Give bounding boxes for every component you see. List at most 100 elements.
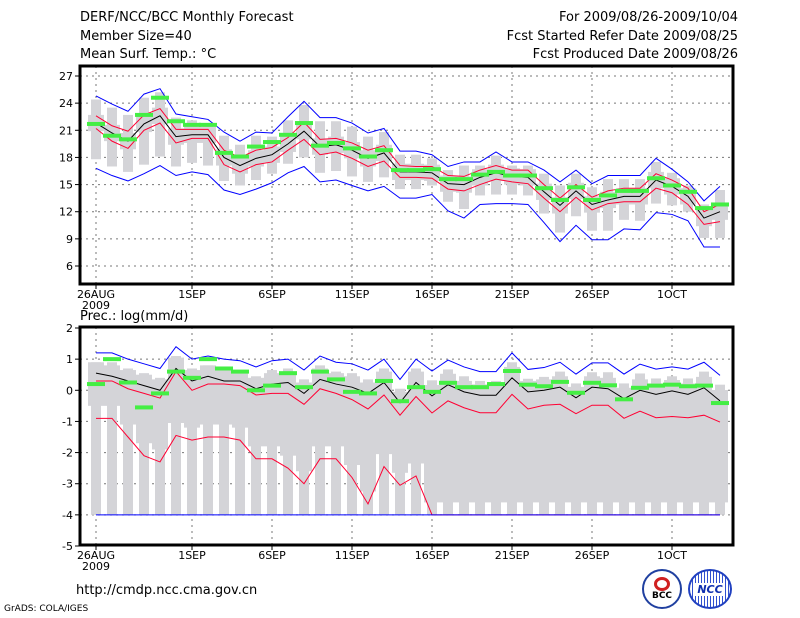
observed-marker bbox=[471, 172, 489, 177]
interquartile-box bbox=[328, 373, 344, 447]
observed-marker bbox=[375, 378, 393, 383]
x-tick-label: 11SEP bbox=[335, 549, 370, 562]
grads-credit: GrADS: COLA/IGES bbox=[4, 604, 89, 614]
fcst-started-date: Fcst Started Refer Date 2009/08/25 bbox=[506, 29, 738, 44]
observed-marker bbox=[711, 401, 729, 406]
member-size: Member Size=40 bbox=[80, 29, 192, 44]
top-variable-label: Mean Surf. Temp.: °C bbox=[80, 47, 217, 62]
series-line-lower bbox=[95, 122, 721, 225]
y-tick-label: -4 bbox=[62, 509, 73, 522]
x-tick-label: 1OCT bbox=[657, 288, 687, 301]
x-tick-label: 1OCT bbox=[657, 549, 687, 562]
spread-bar bbox=[235, 370, 245, 515]
y-tick-label: 2 bbox=[66, 322, 73, 335]
spread-bar bbox=[203, 365, 213, 515]
observed-marker bbox=[199, 122, 217, 127]
panel-precipitation: -5 -4 -3 -2 -1 0 1 2 26AUG 1SEP 6SEP 11SEP 16SEP 21SE… bbox=[62, 322, 735, 573]
ncc-logo-text: NCC bbox=[695, 583, 725, 596]
y-tick-label: 24 bbox=[59, 97, 73, 110]
observed-marker bbox=[263, 383, 281, 388]
observed-marker bbox=[455, 177, 473, 182]
observed-marker bbox=[391, 399, 409, 404]
observed-marker bbox=[231, 154, 249, 159]
x-tick-label: 21SEP bbox=[495, 288, 530, 301]
observed-marker bbox=[631, 188, 649, 193]
x-tick-label: 16SEP bbox=[415, 549, 450, 562]
bcc-logo-text: BCC bbox=[651, 591, 673, 601]
observed-marker bbox=[103, 357, 121, 362]
spread-bar bbox=[187, 368, 197, 515]
observed-marker bbox=[407, 385, 425, 390]
x-year-label: 2009 bbox=[82, 299, 110, 312]
y-tick-label: 1 bbox=[66, 353, 73, 366]
observed-marker bbox=[167, 369, 185, 374]
interquartile-box bbox=[600, 377, 616, 503]
y-tick-label: 0 bbox=[66, 384, 73, 397]
observed-marker bbox=[423, 167, 441, 172]
observed-marker bbox=[695, 206, 713, 211]
y-tick-label: -1 bbox=[62, 415, 73, 428]
x-tick-label: 21SEP bbox=[495, 549, 530, 562]
interquartile-box bbox=[200, 365, 216, 425]
interquartile-box bbox=[360, 382, 376, 492]
spread-bar bbox=[123, 368, 133, 515]
observed-marker bbox=[183, 122, 201, 127]
x-tick-label: 1SEP bbox=[178, 288, 206, 301]
observed-marker bbox=[279, 132, 297, 137]
interquartile-box bbox=[184, 370, 200, 428]
interquartile-box bbox=[712, 389, 728, 503]
spread-bar bbox=[139, 373, 149, 515]
interquartile-box bbox=[584, 376, 600, 503]
observed-marker bbox=[295, 385, 313, 390]
interquartile-box bbox=[568, 386, 584, 503]
series-line-max bbox=[95, 88, 721, 202]
observed-marker bbox=[135, 112, 153, 117]
observed-marker bbox=[583, 197, 601, 202]
observed-marker bbox=[327, 140, 345, 145]
observed-marker bbox=[167, 119, 185, 124]
interquartile-box bbox=[648, 383, 664, 503]
observed-marker bbox=[647, 176, 665, 181]
spread-bar bbox=[91, 362, 101, 515]
interquartile-box bbox=[296, 382, 312, 472]
observed-marker bbox=[215, 150, 233, 155]
observed-marker bbox=[119, 137, 137, 142]
observed-marker bbox=[183, 375, 201, 380]
observed-marker bbox=[439, 177, 457, 182]
interquartile-box bbox=[552, 376, 568, 503]
plot-frame bbox=[78, 325, 735, 547]
interquartile-box bbox=[488, 384, 504, 503]
observed-marker bbox=[535, 384, 553, 389]
observed-marker bbox=[247, 388, 265, 393]
x-tick-label: 16SEP bbox=[415, 288, 450, 301]
interquartile-box bbox=[456, 380, 472, 503]
spread-bar bbox=[155, 92, 165, 157]
observed-marker bbox=[455, 385, 473, 390]
observed-marker bbox=[359, 154, 377, 159]
observed-marker bbox=[599, 193, 617, 198]
observed-marker bbox=[215, 366, 233, 371]
spread-bar bbox=[219, 368, 229, 515]
plot-frame bbox=[78, 64, 735, 286]
interquartile-box bbox=[376, 371, 392, 455]
interquartile-box bbox=[280, 371, 296, 456]
panel-temperature: 6 9 12 15 18 21 24 27 26AUG 1SEP 6SEP 11SEP 16SEP 21S… bbox=[59, 64, 735, 312]
observed-marker bbox=[263, 140, 281, 145]
bcc-logo: BCC bbox=[642, 569, 682, 609]
interquartile-box bbox=[312, 368, 328, 447]
observed-marker bbox=[87, 121, 105, 126]
observed-marker bbox=[375, 148, 393, 153]
x-tick-label: 26SEP bbox=[575, 288, 610, 301]
observed-marker bbox=[231, 369, 249, 374]
x-tick-label: 26AUG bbox=[77, 288, 115, 301]
observed-marker bbox=[119, 380, 137, 385]
observed-marker bbox=[423, 389, 441, 394]
interquartile-box bbox=[232, 370, 248, 428]
observed-marker bbox=[503, 173, 521, 178]
observed-marker bbox=[551, 379, 569, 384]
y-tick-label: -5 bbox=[62, 540, 73, 553]
observed-marker bbox=[391, 168, 409, 173]
interquartile-box bbox=[248, 377, 264, 447]
observed-marker bbox=[615, 188, 633, 193]
